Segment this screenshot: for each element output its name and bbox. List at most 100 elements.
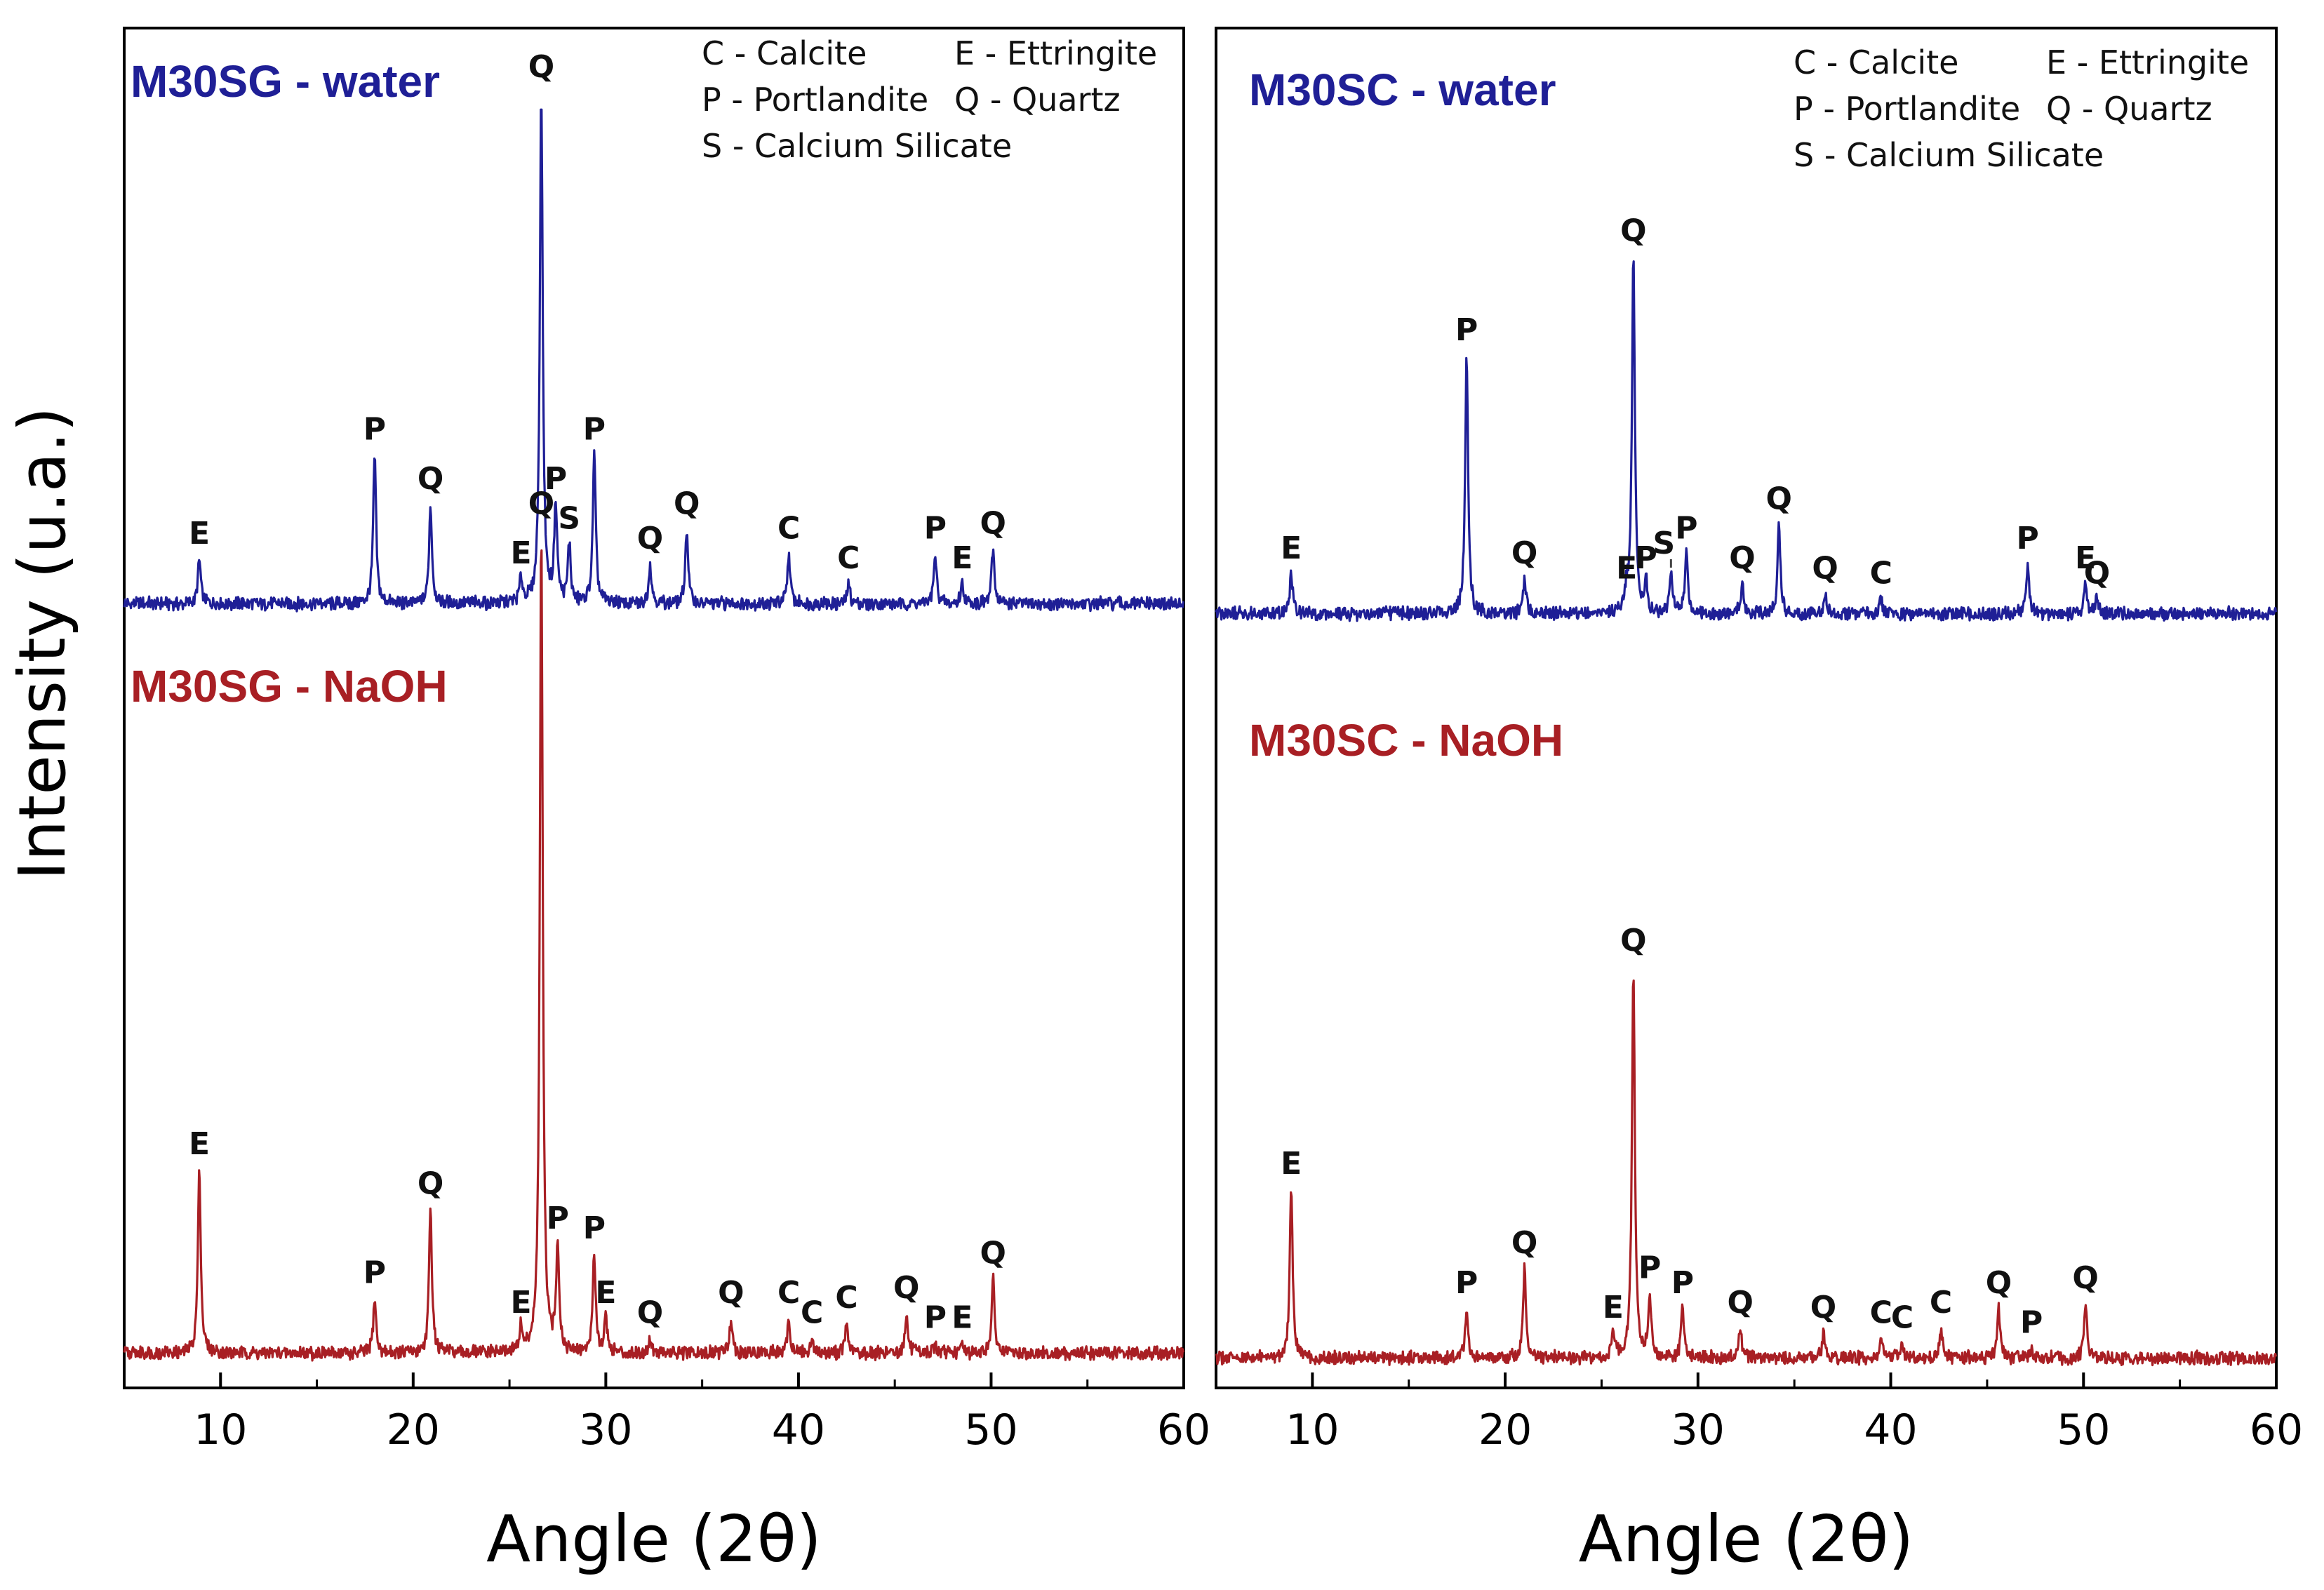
peak-label: C — [1930, 1285, 1952, 1321]
peak-label: E — [2075, 540, 2096, 576]
y-axis-label: Intensity (u.a.) — [5, 407, 80, 881]
series-line — [1215, 979, 2278, 1367]
peak-label: Q — [418, 461, 443, 497]
peak-label: Q — [1729, 540, 1755, 576]
peak-label: P — [1671, 1265, 1694, 1301]
legend-entry: E - Ettringite — [2046, 44, 2249, 81]
peak-label: C — [1870, 1295, 1892, 1330]
peak-label: Q — [637, 521, 663, 556]
peak-label: E — [189, 516, 210, 552]
x-tick-label: 30 — [579, 1405, 632, 1455]
plot-frame — [123, 27, 1185, 1389]
peak-label: Q — [1620, 213, 1646, 248]
x-tick-label: 60 — [2250, 1405, 2303, 1455]
peak-label: C — [777, 511, 800, 547]
legend-entry: S - Calcium Silicate — [1794, 136, 2104, 174]
peak-label: E — [511, 1285, 532, 1321]
peak-label: Q — [2084, 555, 2110, 591]
peak-label: Q — [893, 1270, 919, 1306]
plot-frame — [1215, 27, 2278, 1389]
peak-label: P — [363, 1255, 386, 1291]
peak-label: Q — [528, 49, 554, 85]
series-line — [123, 549, 1185, 1362]
peak-label: E — [1616, 550, 1637, 586]
legend-entry: C - Calcite — [702, 34, 867, 72]
series-name: M30SG - water — [131, 56, 440, 107]
peak-label: Q — [528, 486, 554, 521]
series-name: M30SC - NaOH — [1249, 715, 1563, 766]
peak-label: P — [1675, 511, 1697, 547]
peak-label: P — [924, 1300, 947, 1335]
peak-label: P — [583, 411, 606, 447]
peak-label: E — [951, 1300, 973, 1335]
series-line — [123, 108, 1185, 613]
x-tick-label: 40 — [1864, 1405, 1917, 1455]
peak-label: E — [511, 535, 532, 571]
peak-label: S — [558, 501, 580, 537]
peak-label: Q — [1986, 1265, 2012, 1301]
series-name: M30SC - water — [1249, 65, 1556, 115]
peak-label: P — [1635, 540, 1657, 576]
peak-label: P — [545, 461, 567, 497]
x-axis-label: Angle (2θ) — [486, 1502, 822, 1577]
peak-label: P — [2016, 521, 2038, 556]
peak-label: Q — [980, 506, 1006, 542]
peak-label: C — [837, 540, 860, 576]
legend-entry: C - Calcite — [1794, 44, 1958, 81]
peak-label: Q — [2072, 1260, 2098, 1296]
peak-label: E — [595, 1275, 616, 1311]
peak-label: Q — [637, 1295, 663, 1330]
legend-entry: Q - Quartz — [2046, 90, 2212, 128]
x-tick-label: 30 — [1671, 1405, 1725, 1455]
peak-label: P — [547, 1201, 569, 1236]
peak-label: P — [583, 1210, 606, 1246]
peak-label: Q — [1511, 535, 1537, 571]
x-tick-label: 10 — [194, 1405, 247, 1455]
peak-label: Q — [1810, 1290, 1836, 1325]
x-tick-label: 50 — [964, 1405, 1017, 1455]
x-tick-label: 60 — [1157, 1405, 1210, 1455]
peak-label: E — [189, 1126, 210, 1162]
peak-label: C — [1891, 1300, 1914, 1335]
legend-entry: P - Portlandite — [702, 81, 928, 119]
peak-label: C — [835, 1280, 857, 1316]
peak-label: S — [1653, 526, 1676, 561]
peak-label: Q — [674, 486, 700, 521]
legend-entry: S - Calcium Silicate — [702, 127, 1012, 165]
peak-label: Q — [980, 1235, 1006, 1271]
peak-label: C — [801, 1295, 823, 1330]
peak-label: Q — [1766, 481, 1792, 516]
peak-label: Q — [1812, 550, 1838, 586]
x-tick-label: 20 — [387, 1405, 440, 1455]
x-axis-label: Angle (2θ) — [1579, 1502, 1914, 1577]
peak-label: P — [363, 411, 386, 447]
peak-label: E — [1281, 1146, 1302, 1182]
legend-entry: P - Portlandite — [1794, 90, 2020, 128]
peak-label: E — [1281, 530, 1302, 566]
peak-label: P — [2020, 1304, 2043, 1340]
legend: C - Calcite E - Ettringite P - Portlandite… — [702, 34, 1157, 165]
peak-label: Q — [1620, 923, 1646, 958]
legend: C - Calcite E - Ettringite P - Portlandite… — [1794, 44, 2249, 174]
x-tick-label: 50 — [2057, 1405, 2110, 1455]
x-tick-label: 40 — [772, 1405, 825, 1455]
peak-label: E — [1603, 1290, 1624, 1325]
peak-label: Q — [718, 1275, 744, 1311]
peak-label: Q — [418, 1165, 443, 1201]
peak-label: P — [924, 511, 947, 547]
peak-label: C — [777, 1275, 800, 1311]
peak-label: P — [1455, 1265, 1478, 1301]
peak-label: Q — [1511, 1225, 1537, 1261]
legend-entry: Q - Quartz — [954, 81, 1121, 119]
x-tick-label: 10 — [1285, 1405, 1339, 1455]
peak-label: P — [1455, 312, 1478, 348]
peak-label: P — [1638, 1250, 1661, 1286]
peak-label: C — [1870, 555, 1892, 591]
peak-label: Q — [1728, 1285, 1754, 1321]
